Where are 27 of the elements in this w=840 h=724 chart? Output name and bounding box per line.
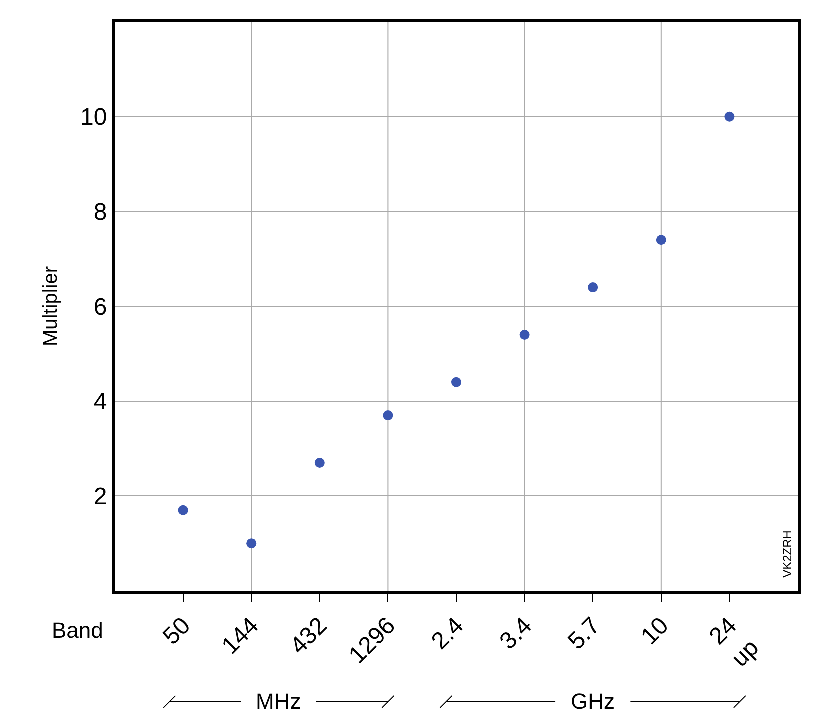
y-tick-label: 4 xyxy=(94,388,108,416)
point xyxy=(246,538,257,549)
point xyxy=(314,458,325,468)
x-tick-label: 3.4 xyxy=(494,612,538,656)
x-axis-title: Band xyxy=(52,618,104,643)
point xyxy=(383,410,394,421)
x-tick-label: 432 xyxy=(285,612,333,660)
y-axis-title: Multiplier xyxy=(40,266,62,347)
point xyxy=(178,505,188,516)
text: GHz xyxy=(571,689,615,714)
y-tick-label: 2 xyxy=(94,484,108,511)
x-tick-label: 50 xyxy=(158,612,196,650)
annotation: VK2ZRH xyxy=(780,530,795,578)
text: MHz xyxy=(256,689,302,714)
y-tick-label: 6 xyxy=(94,294,108,321)
point xyxy=(656,235,666,246)
x-tick-label: 144 xyxy=(216,612,264,660)
point xyxy=(724,112,735,122)
x-tick-label: 2.4 xyxy=(426,612,470,656)
x-tick-label: 24 up xyxy=(704,612,764,672)
y-tick-label: 8 xyxy=(94,199,108,226)
y-tick-label: 10 xyxy=(80,104,108,132)
x-tick-label: 5.7 xyxy=(563,612,606,656)
x-tick-label: 10 xyxy=(636,612,674,650)
point xyxy=(588,282,598,293)
point xyxy=(520,330,530,340)
point xyxy=(452,377,462,388)
